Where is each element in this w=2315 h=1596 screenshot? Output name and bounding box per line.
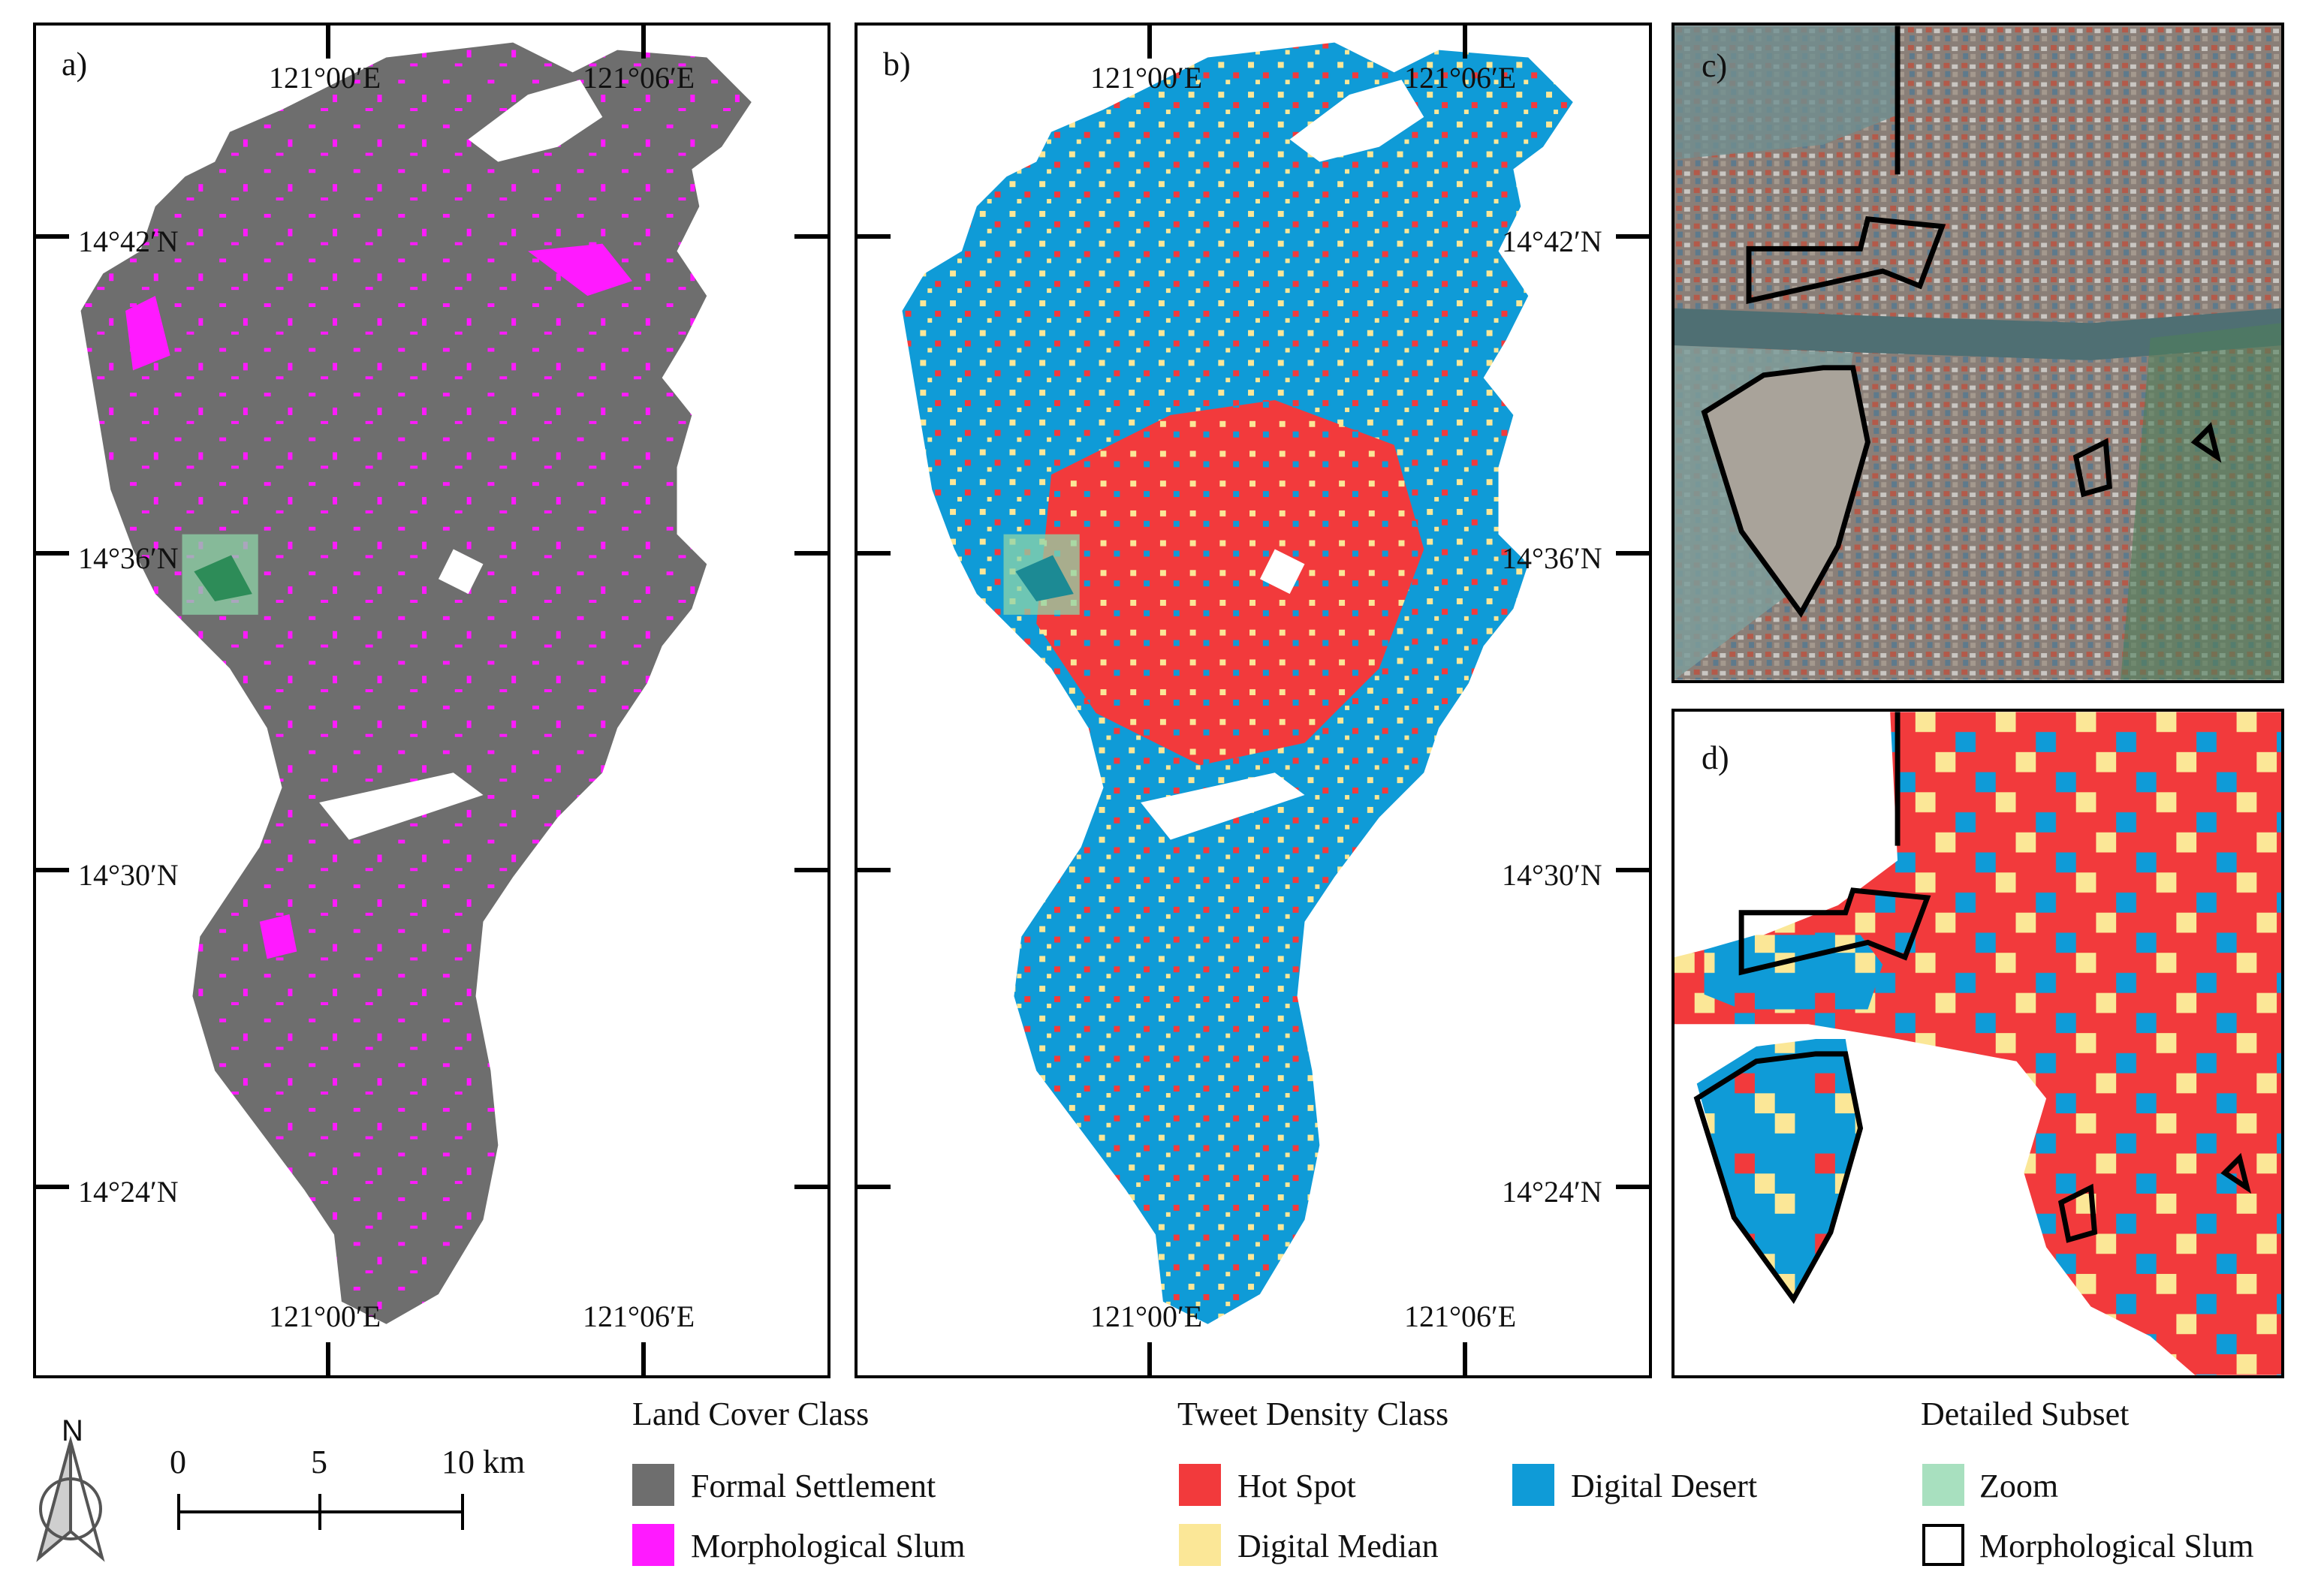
legend-title-land-cover: Land Cover Class <box>632 1396 870 1432</box>
land-cover-map <box>80 42 752 1324</box>
tick-mark <box>1147 1342 1152 1375</box>
legend-swatch <box>1922 1524 1964 1566</box>
legend-swatch <box>1512 1464 1554 1506</box>
density-subset-panel: d) <box>1671 709 2284 1378</box>
tick-mark <box>794 868 827 872</box>
lon-tick-label: 121°06′E <box>1404 1299 1517 1333</box>
lat-tick-label: 14°36′N <box>78 541 179 575</box>
tick-mark <box>794 551 827 556</box>
scale-label: 5 <box>311 1444 327 1480</box>
tick-mark <box>36 868 69 872</box>
lon-tick-label: 121°00′E <box>269 61 381 95</box>
legend-label: Digital Median <box>1237 1528 1439 1564</box>
panel-letter: b) <box>883 46 911 83</box>
legend-swatch <box>632 1524 674 1566</box>
lat-tick-label: 14°24′N <box>1502 1175 1602 1209</box>
tick-mark <box>1147 26 1152 59</box>
lon-tick-label: 121°00′E <box>1090 1299 1203 1333</box>
lon-tick-label: 121°00′E <box>1090 61 1203 95</box>
scale-tick <box>318 1494 321 1530</box>
scale-tick <box>177 1494 180 1530</box>
north-label: N <box>62 1414 83 1447</box>
legend-swatch <box>1179 1524 1221 1566</box>
lat-tick-label: 14°42′N <box>78 224 179 258</box>
satellite-subset-panel: c) <box>1671 23 2284 683</box>
panel-letter: c) <box>1702 47 1728 84</box>
tick-mark <box>326 1342 330 1375</box>
legend-title-tweet-density: Tweet Density Class <box>1177 1396 1449 1432</box>
tick-mark <box>1616 234 1649 239</box>
lat-tick-label: 14°42′N <box>1502 224 1602 258</box>
map-panel-tweet-density: b) 121°00′E 121°06′E 121°00′E 121°06′E 1… <box>855 23 1652 1378</box>
density-subset-map <box>1674 712 2281 1375</box>
tick-mark <box>36 551 69 556</box>
tick-mark <box>641 26 646 59</box>
tick-mark <box>858 234 891 239</box>
tick-mark <box>36 1185 69 1189</box>
legend-swatch <box>1179 1464 1221 1506</box>
tweet-density-map <box>902 42 1573 1324</box>
morphological-slum-outlines <box>1701 26 2222 618</box>
tick-mark <box>1463 26 1467 59</box>
lat-tick-label: 14°24′N <box>78 1175 179 1209</box>
lon-tick-label: 121°00′E <box>269 1299 381 1333</box>
legend-swatch <box>632 1464 674 1506</box>
legend-label: Digital Desert <box>1571 1468 1758 1504</box>
tick-mark <box>1616 1185 1649 1189</box>
scale-label: 0 <box>170 1444 186 1480</box>
metro-manila-landcover <box>80 42 752 1324</box>
north-arrow-icon <box>36 1435 105 1562</box>
legend-title-detailed-subset: Detailed Subset <box>1921 1396 2130 1432</box>
legend-label: Morphological Slum <box>1979 1528 2254 1564</box>
lat-tick-label: 14°30′N <box>1502 858 1602 892</box>
hot-spot-cluster <box>1036 400 1424 766</box>
tick-mark <box>326 26 330 59</box>
tick-mark <box>1616 868 1649 872</box>
map-panel-land-cover: a) 121°00′E 121°06′E 121°00′E 121°06′E 1… <box>33 23 830 1378</box>
legend-label: Hot Spot <box>1237 1468 1356 1504</box>
legend-swatch <box>1922 1464 1964 1506</box>
lon-tick-label: 121°06′E <box>583 1299 695 1333</box>
lon-tick-label: 121°06′E <box>1404 61 1517 95</box>
lat-tick-label: 14°36′N <box>1502 541 1602 575</box>
tick-mark <box>1463 1342 1467 1375</box>
scale-label: 10 km <box>442 1444 526 1480</box>
tick-mark <box>858 1185 891 1189</box>
tick-mark <box>858 868 891 872</box>
scale-tick <box>461 1494 464 1530</box>
legend-label: Zoom <box>1979 1468 2059 1504</box>
lat-tick-label: 14°30′N <box>78 858 179 892</box>
tick-mark <box>858 551 891 556</box>
legend-label: Morphological Slum <box>691 1528 966 1564</box>
tick-mark <box>794 1185 827 1189</box>
morphological-slum-outlines <box>1693 712 2251 1305</box>
tick-mark <box>641 1342 646 1375</box>
panel-letter: d) <box>1702 739 1729 776</box>
legend-label: Formal Settlement <box>691 1468 936 1504</box>
tick-mark <box>36 234 69 239</box>
lon-tick-label: 121°06′E <box>583 61 695 95</box>
tick-mark <box>1616 551 1649 556</box>
tick-mark <box>794 234 827 239</box>
panel-letter: a) <box>62 46 88 83</box>
satellite-image <box>1674 26 2281 680</box>
